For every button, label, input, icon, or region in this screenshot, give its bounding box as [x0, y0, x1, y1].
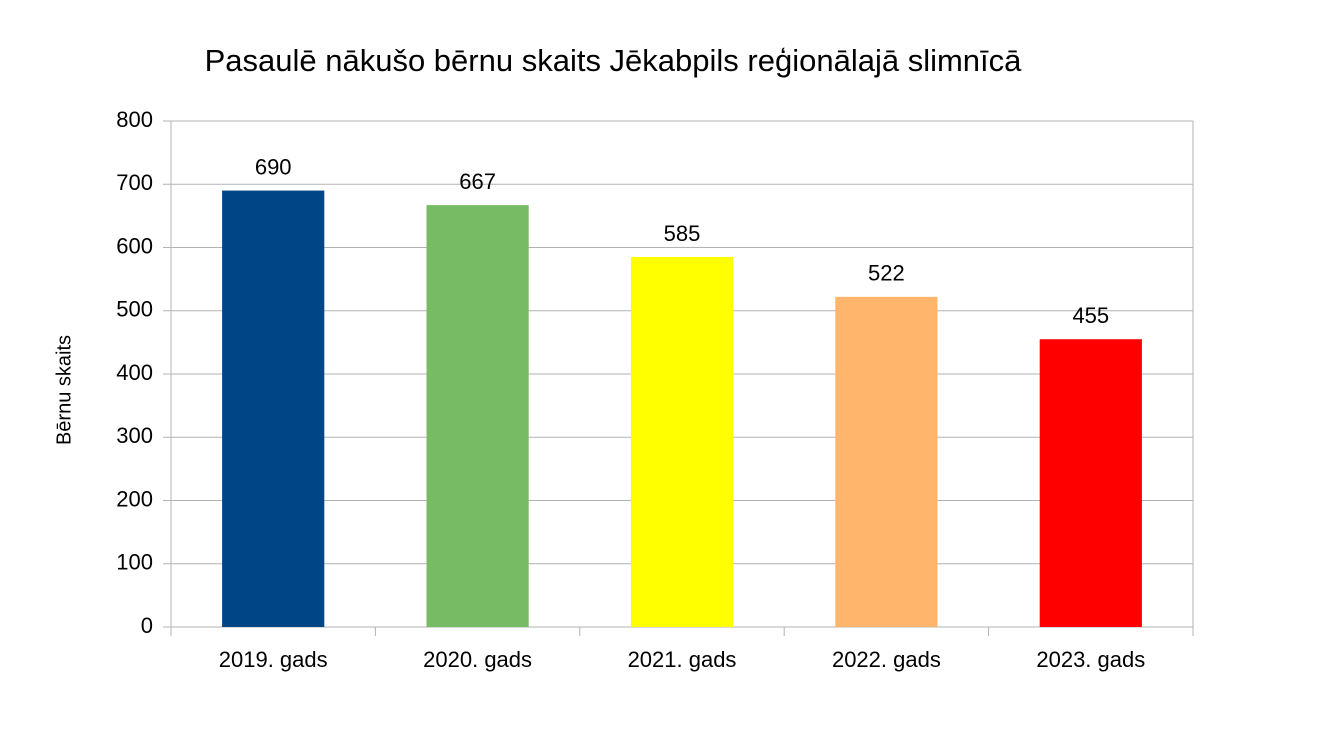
y-tick-label: 300	[116, 423, 153, 448]
x-tick-label: 2020. gads	[423, 647, 532, 672]
bar	[222, 190, 325, 627]
bar	[630, 256, 734, 627]
y-tick-label: 400	[116, 360, 153, 385]
data-label: 690	[255, 154, 292, 179]
x-tick-label: 2023. gads	[1036, 647, 1145, 672]
y-tick-label: 100	[116, 550, 153, 575]
data-label: 667	[459, 169, 496, 194]
data-label: 455	[1072, 303, 1109, 328]
y-tick-label: 200	[116, 486, 153, 511]
data-label: 585	[664, 221, 701, 246]
y-tick-label: 800	[116, 107, 153, 132]
y-tick-label: 0	[141, 613, 153, 638]
chart-title: Pasaulē nākušo bērnu skaits Jēkabpils re…	[205, 43, 1023, 78]
data-label: 522	[868, 261, 905, 286]
bar	[1039, 339, 1142, 627]
y-axis-label: Bērnu skaits	[53, 335, 75, 445]
y-tick-label: 700	[116, 170, 153, 195]
y-tick-label: 500	[116, 297, 153, 322]
y-tick-label: 600	[116, 233, 153, 258]
x-tick-label: 2022. gads	[832, 647, 941, 672]
bar	[835, 296, 938, 627]
x-tick-label: 2019. gads	[219, 647, 328, 672]
bar	[426, 205, 529, 627]
x-tick-label: 2021. gads	[628, 647, 737, 672]
